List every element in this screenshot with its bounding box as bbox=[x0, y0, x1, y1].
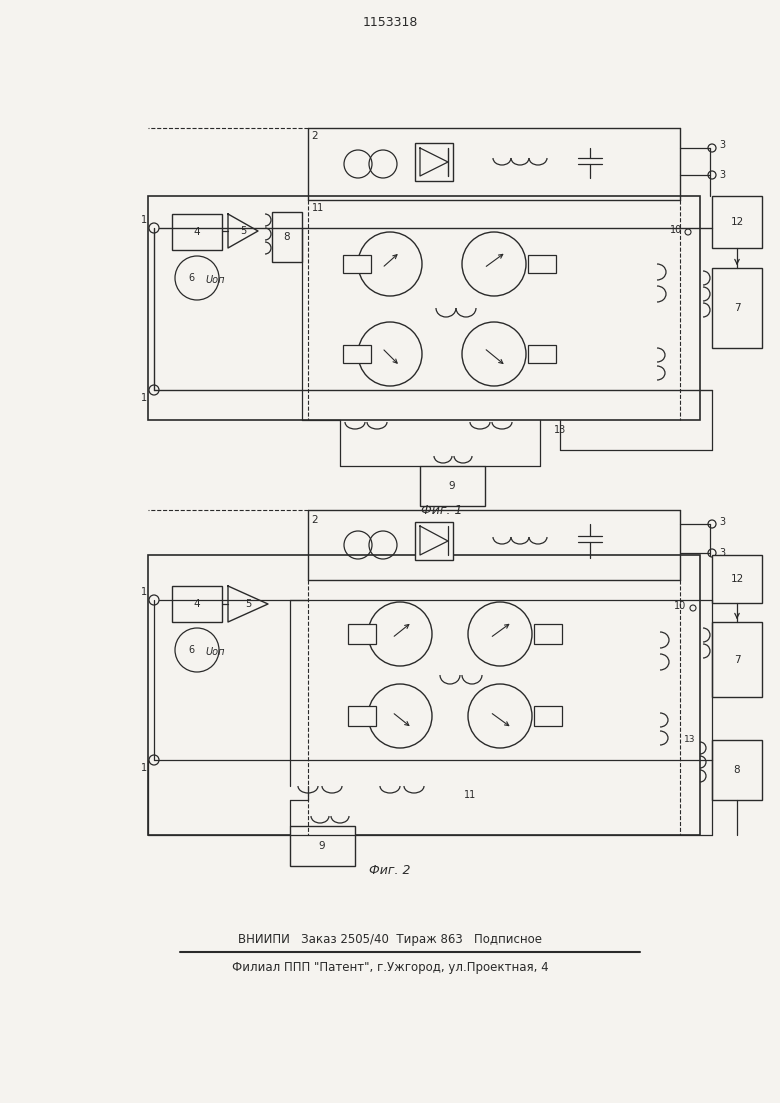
Text: 8: 8 bbox=[734, 765, 740, 775]
Text: 1: 1 bbox=[141, 763, 147, 773]
Bar bbox=[415, 143, 453, 181]
Text: 2: 2 bbox=[312, 515, 318, 525]
Text: ВНИИПИ   Заказ 2505/40  Тираж 863   Подписное: ВНИИПИ Заказ 2505/40 Тираж 863 Подписное bbox=[238, 933, 542, 946]
Text: 1: 1 bbox=[141, 393, 147, 403]
Text: Uоп: Uоп bbox=[205, 647, 225, 657]
Bar bbox=[420, 465, 485, 506]
Text: 9: 9 bbox=[319, 840, 325, 852]
Text: 3: 3 bbox=[719, 517, 725, 527]
Text: Uоп: Uоп bbox=[205, 275, 225, 285]
Text: 11: 11 bbox=[312, 203, 324, 213]
Text: 1153318: 1153318 bbox=[363, 15, 417, 29]
Text: 3: 3 bbox=[719, 140, 725, 150]
Bar bbox=[348, 624, 376, 644]
Text: 3: 3 bbox=[719, 548, 725, 558]
Text: 7: 7 bbox=[734, 655, 740, 665]
Bar bbox=[172, 586, 222, 622]
Bar bbox=[528, 255, 556, 274]
Text: 5: 5 bbox=[240, 226, 246, 236]
Bar bbox=[528, 345, 556, 363]
Text: 1: 1 bbox=[141, 587, 147, 597]
Bar bbox=[348, 706, 376, 726]
Bar bbox=[712, 740, 762, 800]
Text: 4: 4 bbox=[193, 599, 200, 609]
Text: 2: 2 bbox=[312, 131, 318, 141]
Text: Фиг. 2: Фиг. 2 bbox=[369, 864, 411, 877]
Text: 12: 12 bbox=[730, 217, 743, 227]
Bar bbox=[534, 706, 562, 726]
Text: 10: 10 bbox=[670, 225, 682, 235]
Text: 13: 13 bbox=[554, 425, 566, 435]
Text: 6: 6 bbox=[188, 274, 194, 283]
Text: 13: 13 bbox=[683, 736, 695, 745]
Text: 11: 11 bbox=[464, 790, 476, 800]
Bar bbox=[343, 345, 371, 363]
Bar bbox=[343, 255, 371, 274]
Text: 9: 9 bbox=[448, 481, 456, 491]
Bar bbox=[712, 555, 762, 603]
Bar bbox=[290, 826, 355, 866]
Text: 3: 3 bbox=[719, 170, 725, 180]
Bar bbox=[712, 622, 762, 697]
Text: 4: 4 bbox=[193, 227, 200, 237]
Text: Фиг. 1: Фиг. 1 bbox=[421, 503, 463, 516]
Text: 7: 7 bbox=[734, 303, 740, 313]
Bar bbox=[148, 555, 700, 835]
Bar bbox=[415, 522, 453, 560]
Bar bbox=[712, 268, 762, 349]
Bar bbox=[712, 196, 762, 248]
Bar bbox=[272, 212, 302, 263]
Text: 6: 6 bbox=[188, 645, 194, 655]
Text: 10: 10 bbox=[674, 601, 686, 611]
Bar bbox=[534, 624, 562, 644]
Text: Филиал ППП "Патент", г.Ужгород, ул.Проектная, 4: Филиал ППП "Патент", г.Ужгород, ул.Проек… bbox=[232, 962, 548, 974]
Text: 12: 12 bbox=[730, 574, 743, 583]
Text: 5: 5 bbox=[245, 599, 251, 609]
Text: 8: 8 bbox=[284, 232, 290, 242]
Bar bbox=[148, 196, 700, 420]
Bar bbox=[172, 214, 222, 250]
Text: 1: 1 bbox=[141, 215, 147, 225]
